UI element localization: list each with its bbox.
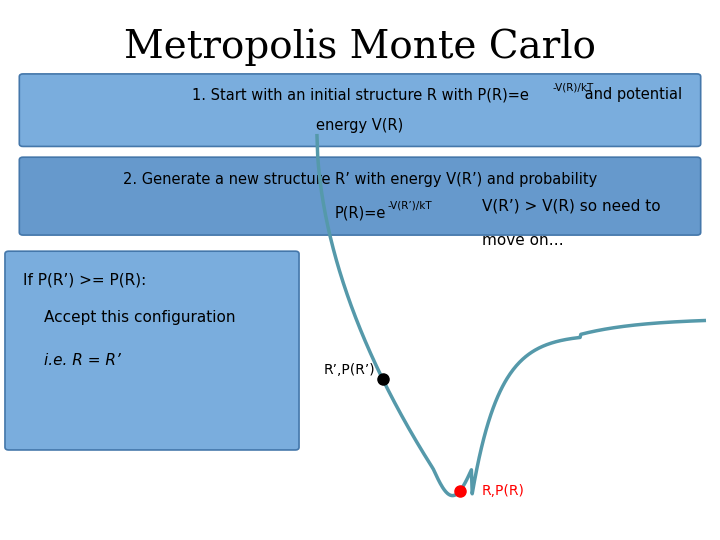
FancyBboxPatch shape <box>19 74 701 146</box>
Text: move on…: move on… <box>482 233 564 248</box>
FancyBboxPatch shape <box>5 251 299 450</box>
Text: -V(R’)/kT: -V(R’)/kT <box>387 201 432 211</box>
Text: -V(R)/kT: -V(R)/kT <box>552 83 593 93</box>
Text: R’,P(R’): R’,P(R’) <box>324 363 376 377</box>
Text: energy V(R): energy V(R) <box>316 118 404 133</box>
Text: P(R)=e: P(R)=e <box>334 205 386 220</box>
Text: and potential: and potential <box>580 87 683 102</box>
Text: i.e. R = R’: i.e. R = R’ <box>45 353 121 368</box>
Text: V(R’) > V(R) so need to: V(R’) > V(R) so need to <box>482 198 660 213</box>
Text: 2. Generate a new structure R’ with energy V(R’) and probability: 2. Generate a new structure R’ with ener… <box>123 172 597 187</box>
Text: R,P(R): R,P(R) <box>482 483 525 497</box>
FancyBboxPatch shape <box>19 157 701 235</box>
Text: If P(R’) >= P(R):: If P(R’) >= P(R): <box>23 273 146 288</box>
Text: Metropolis Monte Carlo: Metropolis Monte Carlo <box>124 28 596 66</box>
Text: Accept this configuration: Accept this configuration <box>45 310 236 325</box>
Text: 1. Start with an initial structure R with P(R)=e: 1. Start with an initial structure R wit… <box>192 87 528 102</box>
